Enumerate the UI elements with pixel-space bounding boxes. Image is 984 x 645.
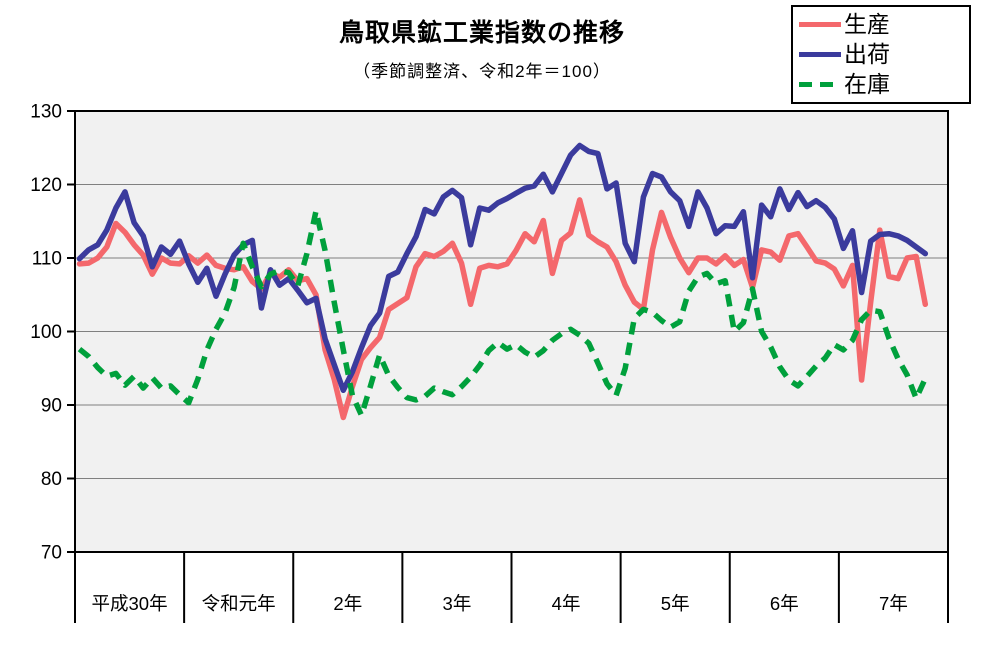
inventory-line — [77, 208, 928, 419]
x-axis-label: 3年 — [443, 593, 472, 614]
y-axis-label: 110 — [32, 249, 62, 270]
inventory-line-swatch — [799, 81, 841, 87]
x-axis-label: 4年 — [552, 593, 581, 614]
chart-subtitle: （季節調整済、令和2年＝100） — [353, 62, 611, 81]
x-axis-label: 6年 — [770, 593, 799, 614]
y-axis-label: 120 — [30, 175, 62, 196]
legend-item-inventory: 在庫 — [799, 69, 963, 99]
x-axis-label: 2年 — [333, 593, 362, 614]
legend-label-shipments: 出荷 — [844, 41, 890, 67]
shipments-line — [76, 142, 929, 394]
production-line — [76, 197, 929, 421]
legend-item-production: 生産 — [799, 10, 963, 40]
y-axis-label: 90 — [41, 396, 62, 417]
x-axis-label: 令和元年 — [202, 593, 276, 614]
y-axis-label: 100 — [30, 322, 62, 343]
x-axis-label: 平成30年 — [92, 593, 168, 614]
y-axis-label: 130 — [30, 102, 62, 123]
legend-item-shipments: 出荷 — [799, 40, 963, 70]
legend-label-inventory: 在庫 — [844, 70, 890, 97]
x-axis-label: 5年 — [661, 593, 690, 614]
chart-title: 鳥取県鉱工業指数の推移 — [338, 19, 625, 47]
y-axis-label: 80 — [41, 469, 62, 490]
shipments-line-swatch — [799, 52, 841, 57]
legend: 生産 出荷 在庫 — [791, 5, 971, 104]
legend-label-production: 生産 — [844, 11, 890, 38]
x-axis-label: 7年 — [879, 593, 908, 614]
production-line-swatch — [799, 22, 841, 28]
y-axis-label: 70 — [41, 543, 62, 564]
